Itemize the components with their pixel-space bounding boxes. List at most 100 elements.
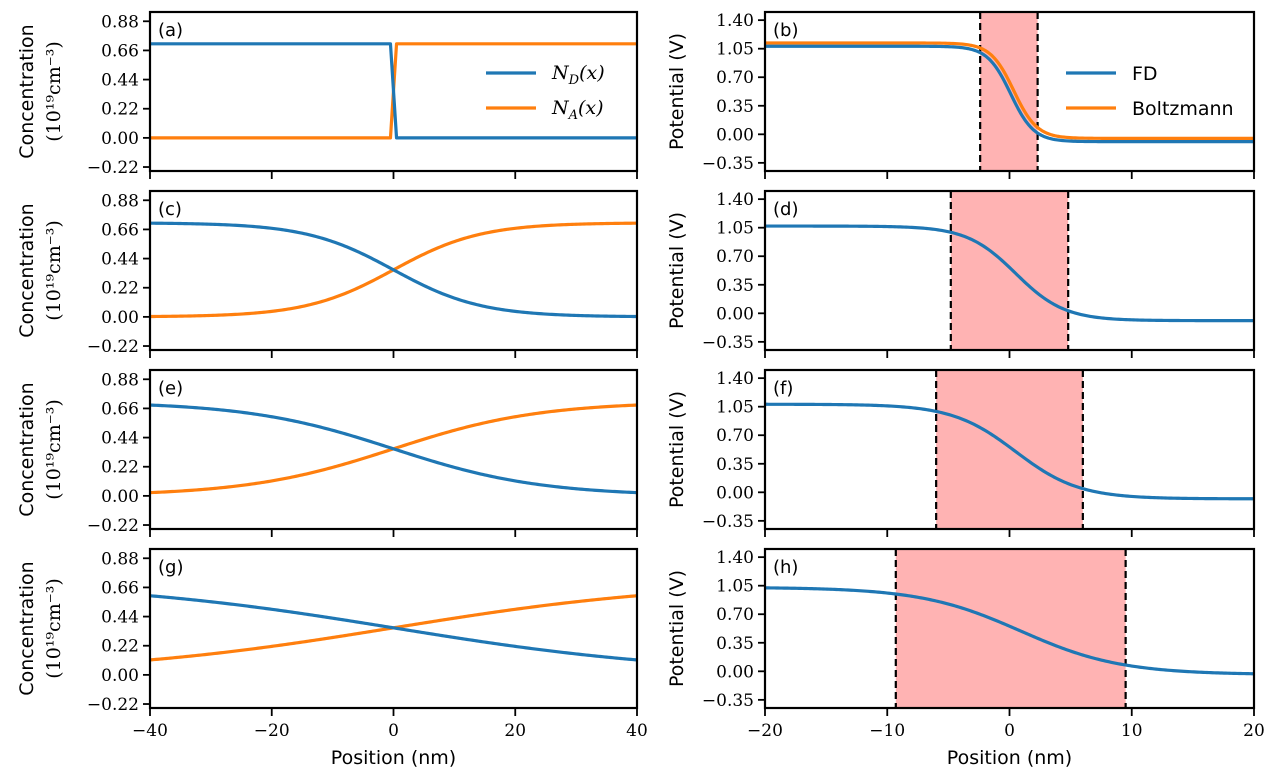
x-tick-label: −20	[254, 721, 290, 741]
x-axis-label: Position (nm)	[331, 747, 456, 769]
y-tick-label: 0.66	[101, 220, 139, 240]
y-tick-label: 0.66	[101, 578, 139, 598]
y-tick-label: −0.35	[702, 333, 754, 353]
y-axis-label: Potential (V)	[666, 212, 688, 329]
y-tick-label: 0.44	[101, 608, 139, 628]
y-tick-label: 0.70	[716, 426, 754, 446]
y-tick-label: 0.35	[716, 97, 754, 117]
y-tick-label: 0.70	[716, 247, 754, 267]
nd-curve	[150, 403, 637, 495]
y-axis-unit-label: (10¹⁹cm⁻³)	[43, 399, 65, 500]
panel-label: (f)	[773, 378, 793, 399]
y-tick-label: 0.70	[716, 68, 754, 88]
panel-h: −0.35 0.00 0.35 0.70 1.05 1.40 −20 −10 0 10 20 Posi…	[666, 547, 1265, 769]
y-tick-label: 1.40	[716, 190, 754, 210]
panel-c: −0.22 0.00 0.22 0.44 0.66 0.88 (c) Concentratio…	[16, 189, 639, 358]
y-tick-label: 0.22	[101, 637, 139, 657]
x-tick-label: 40	[626, 721, 648, 741]
y-tick-label: 1.05	[716, 577, 754, 597]
y-tick-label: 0.35	[716, 276, 754, 296]
y-tick-label: 0.66	[101, 41, 139, 61]
y-tick-label: 1.40	[716, 548, 754, 568]
x-axis-label: Position (nm)	[947, 747, 1072, 769]
y-tick-label: 0.00	[101, 666, 139, 686]
nd-curve	[150, 221, 637, 319]
y-tick-label: −0.35	[702, 512, 754, 532]
x-tick-label: −20	[747, 721, 783, 741]
y-tick-label: 0.00	[101, 308, 139, 328]
y-axis-label: Concentration	[16, 24, 38, 158]
y-tick-label: 1.40	[716, 369, 754, 389]
panel-e: −0.22 0.00 0.22 0.44 0.66 0.88 (e) Concentratio…	[16, 368, 639, 537]
y-tick-label: −0.35	[702, 154, 754, 174]
y-axis-unit-label: (10¹⁹cm⁻³)	[43, 220, 65, 321]
y-axis-label: Concentration	[16, 561, 38, 695]
y-tick-label: 1.05	[716, 40, 754, 60]
depletion-region	[950, 191, 1069, 350]
y-tick-label: 0.88	[101, 549, 139, 569]
panel-label: (d)	[773, 199, 798, 220]
y-tick-label: 0.00	[101, 487, 139, 507]
x-tick-label: 0	[388, 721, 399, 741]
panel-g: −0.22 0.00 0.22 0.44 0.66 0.88 −40 −20 0 20 40 Posi…	[16, 547, 648, 769]
y-tick-label: 0.22	[101, 279, 139, 299]
y-tick-label: 1.40	[716, 11, 754, 31]
panel-d: −0.35 0.00 0.35 0.70 1.05 1.40 (d) Potential (V…	[666, 189, 1256, 358]
y-tick-label: 0.88	[101, 12, 139, 32]
depletion-region	[895, 549, 1126, 708]
panel-label: (g)	[158, 557, 183, 578]
y-tick-label: 0.44	[101, 71, 139, 91]
panel-f: −0.35 0.00 0.35 0.70 1.05 1.40 (f) Potential (V…	[666, 368, 1256, 537]
legend-label: NA(x)	[551, 97, 604, 123]
x-tick-label: 10	[1121, 721, 1143, 741]
x-tick-label: 0	[1004, 721, 1015, 741]
panel-label: (a)	[158, 20, 183, 41]
panel-label: (e)	[158, 378, 183, 399]
panel-label: (b)	[773, 20, 798, 41]
panel-label: (h)	[773, 557, 798, 578]
y-tick-label: 0.88	[101, 370, 139, 390]
x-tick-label: 20	[504, 721, 526, 741]
y-tick-label: 0.00	[101, 129, 139, 149]
y-tick-label: −0.22	[87, 158, 139, 178]
y-tick-label: 0.00	[716, 304, 754, 324]
y-axis-label: Potential (V)	[666, 570, 688, 687]
boltzmann-curve	[765, 41, 1254, 140]
x-tick-label: −40	[132, 721, 168, 741]
y-tick-label: −0.22	[87, 695, 139, 715]
y-tick-label: 0.22	[101, 458, 139, 478]
fd-curve	[765, 586, 1254, 676]
y-tick-label: −0.22	[87, 516, 139, 536]
y-tick-label: 0.35	[716, 634, 754, 654]
fd-curve	[765, 402, 1254, 501]
depletion-region	[936, 370, 1083, 529]
y-axis-label: Concentration	[16, 203, 38, 337]
y-tick-label: 0.00	[716, 483, 754, 503]
y-tick-label: 0.00	[716, 662, 754, 682]
panel-b: −0.35 0.00 0.35 0.70 1.05 1.40 (b) Potential (V…	[666, 10, 1256, 179]
y-tick-label: 0.22	[101, 100, 139, 120]
y-tick-label: 1.05	[716, 219, 754, 239]
legend-label: FD	[1132, 63, 1158, 85]
fd-curve	[765, 224, 1254, 323]
y-axis-unit-label: (10¹⁹cm⁻³)	[43, 578, 65, 679]
nd-curve	[150, 42, 637, 140]
y-tick-label: 1.05	[716, 398, 754, 418]
y-tick-label: 0.88	[101, 191, 139, 211]
y-tick-label: 0.70	[716, 605, 754, 625]
y-tick-label: 0.66	[101, 399, 139, 419]
nd-curve	[150, 594, 637, 662]
y-tick-label: 0.35	[716, 455, 754, 475]
x-tick-label: −10	[869, 721, 905, 741]
y-axis-label: Potential (V)	[666, 391, 688, 508]
y-tick-label: −0.35	[702, 691, 754, 711]
y-axis-label: Concentration	[16, 382, 38, 516]
y-tick-label: 0.44	[101, 250, 139, 270]
legend-label: Boltzmann	[1132, 98, 1234, 120]
panel-a: −0.22 0.00 0.22 0.44 0.66 0.88 (a) Concentratio…	[16, 10, 639, 179]
legend: ND(x) NA(x)	[486, 62, 605, 123]
legend-label: ND(x)	[551, 62, 605, 88]
x-tick-label: 20	[1243, 721, 1265, 741]
panel-label: (c)	[158, 199, 182, 220]
